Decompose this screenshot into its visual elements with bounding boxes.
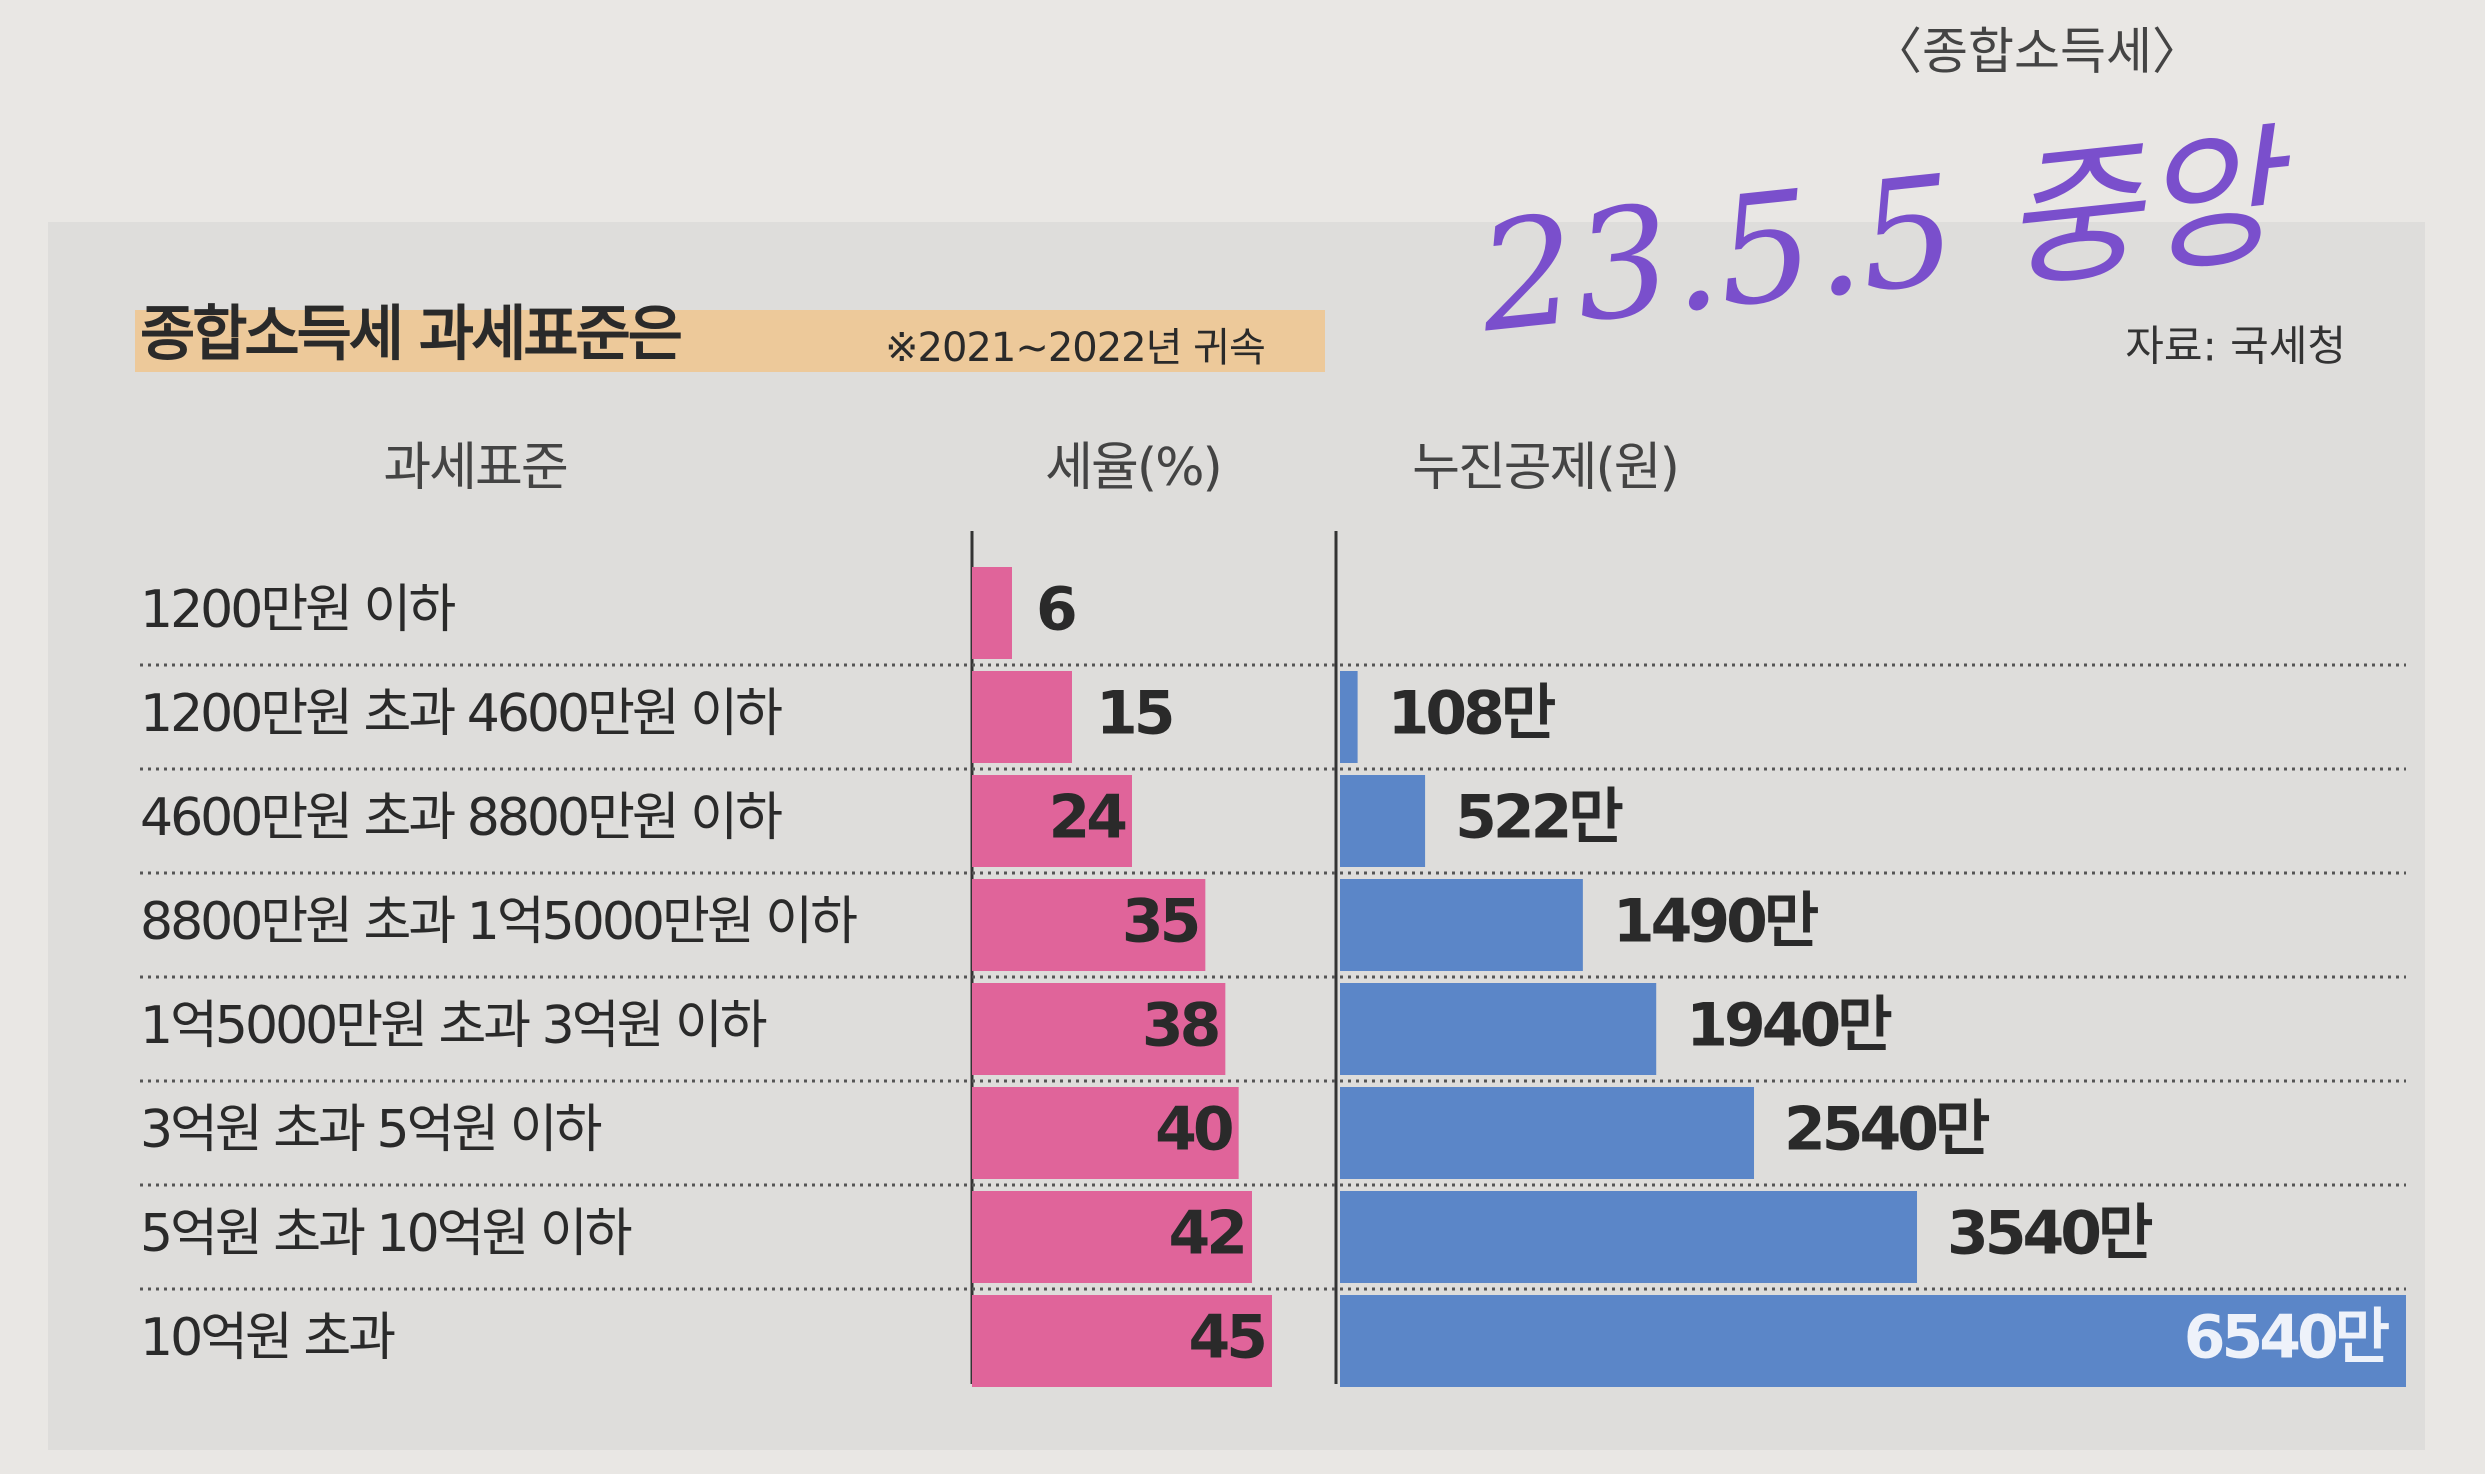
value-label: 3540만 xyxy=(1947,1199,2153,1269)
bar xyxy=(1340,671,1358,763)
title-highlight xyxy=(135,310,1325,372)
row-label: 1억5000만원 초과 3억원 이하 xyxy=(140,996,767,1056)
bar xyxy=(972,775,1132,867)
value-label: 40 xyxy=(1155,1095,1232,1165)
row-label: 4600만원 초과 8800만원 이하 xyxy=(140,788,782,848)
bar xyxy=(1340,775,1426,867)
column-header: 과세표준 xyxy=(383,438,567,498)
value-label: 45 xyxy=(1189,1303,1265,1373)
value-label: 6540만 xyxy=(2184,1303,2390,1373)
bar xyxy=(1340,1295,2406,1387)
value-label: 38 xyxy=(1142,991,1219,1061)
bar xyxy=(972,983,1226,1075)
section-label: 〈종합소득세〉 xyxy=(1872,23,2202,81)
column-header: 세율(%) xyxy=(1045,438,1221,498)
bar xyxy=(972,1087,1239,1179)
bar xyxy=(1340,1087,1755,1179)
value-label: 2540만 xyxy=(1784,1095,1990,1165)
value-label: 35 xyxy=(1122,887,1198,957)
value-label: 522만 xyxy=(1455,783,1623,853)
value-label: 108만 xyxy=(1388,679,1556,749)
value-label: 24 xyxy=(1049,783,1126,853)
row-label: 3억원 초과 5억원 이하 xyxy=(140,1100,602,1160)
row-label: 10억원 초과 xyxy=(140,1308,395,1368)
bar xyxy=(972,1191,1252,1283)
bar xyxy=(972,879,1206,971)
bar xyxy=(1340,983,1657,1075)
value-label: 1490만 xyxy=(1613,887,1819,957)
row-label: 1200만원 이하 xyxy=(140,580,455,640)
row-label: 1200만원 초과 4600만원 이하 xyxy=(140,684,782,744)
value-label: 6 xyxy=(1036,575,1075,645)
value-label: 42 xyxy=(1169,1199,1245,1269)
value-label: 15 xyxy=(1096,679,1172,749)
row-label: 8800만원 초과 1억5000만원 이하 xyxy=(140,892,857,952)
bar xyxy=(972,567,1012,659)
chart-title: 종합소득세 과세표준은 xyxy=(140,300,681,370)
bar xyxy=(1340,879,1583,971)
bar xyxy=(1340,1191,1918,1283)
row-label: 5억원 초과 10억원 이하 xyxy=(140,1204,632,1264)
value-label: 1940만 xyxy=(1686,991,1892,1061)
bar xyxy=(972,671,1072,763)
chart-subtitle: ※2021~2022년 귀속 xyxy=(885,325,1265,371)
source: 자료: 국세청 xyxy=(2125,322,2346,371)
column-header: 누진공제(원) xyxy=(1412,438,1678,498)
bar xyxy=(972,1295,1272,1387)
